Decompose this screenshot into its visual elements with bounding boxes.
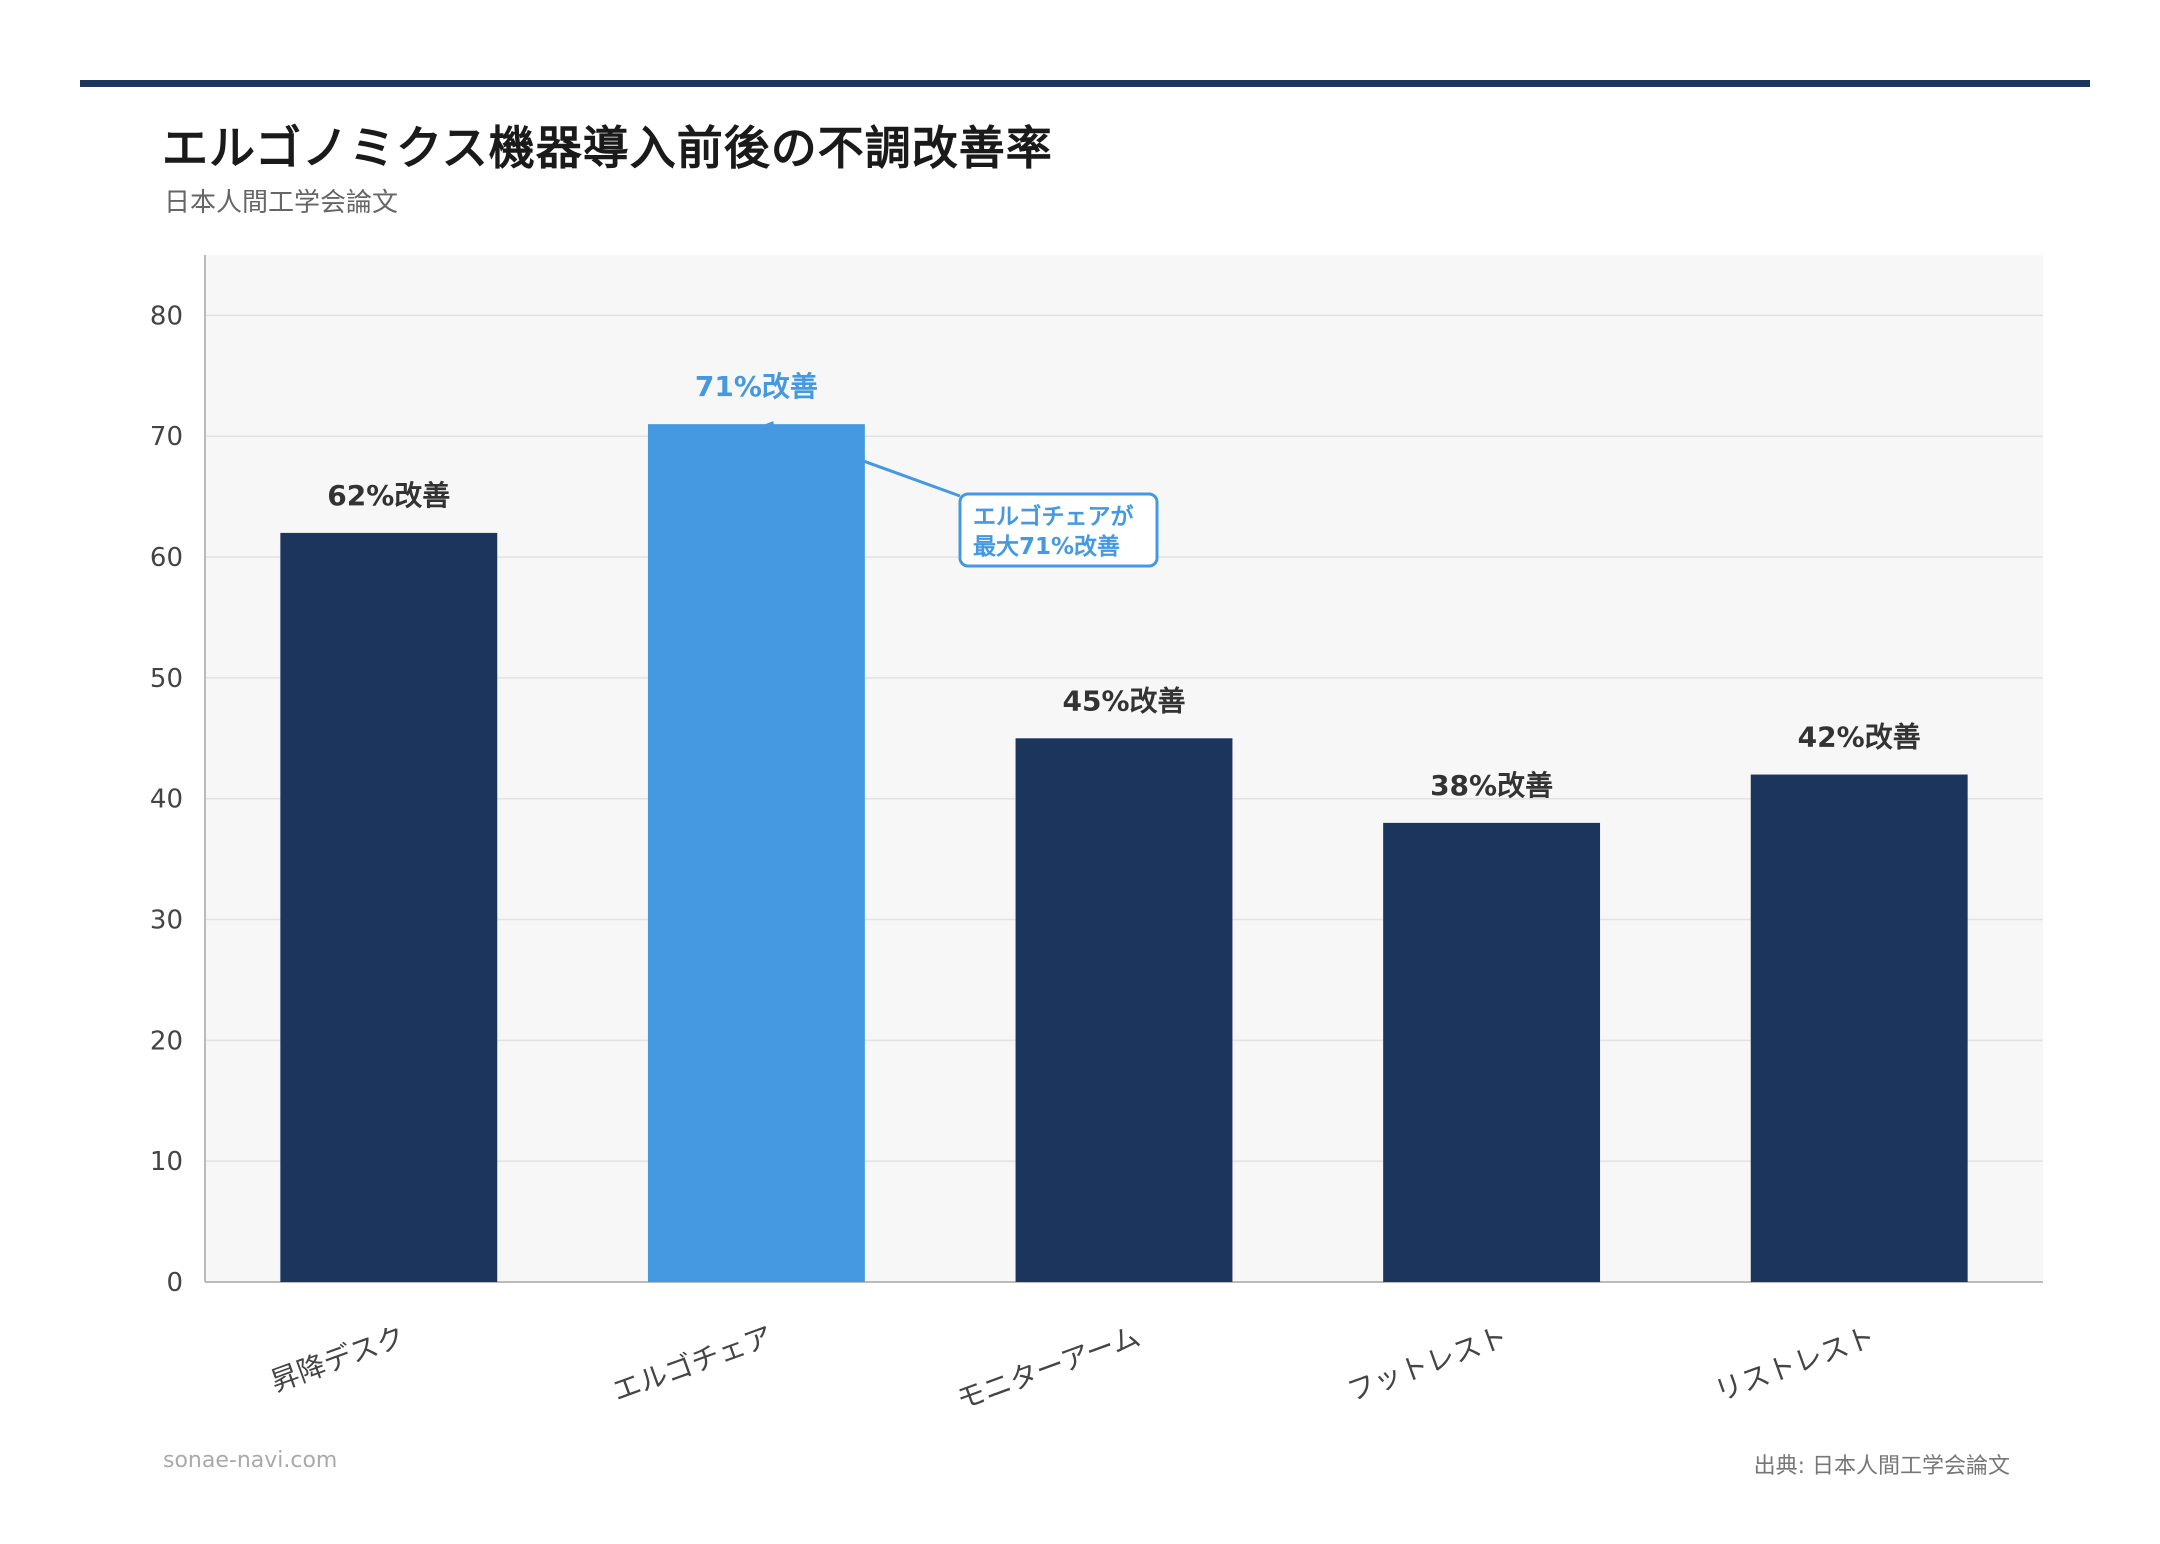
source-prefix: 出典: xyxy=(1753,1454,1812,1479)
bar xyxy=(280,532,498,1282)
header-accent-rule xyxy=(80,80,2090,87)
source-credit: 出典: 日本人間工学会論文 xyxy=(1754,1448,2010,1480)
data-label: 38%改善 xyxy=(1430,769,1553,802)
x-category-label: フットレスト xyxy=(1343,1320,1512,1408)
annotation-arrowhead xyxy=(755,421,776,433)
y-tick-label: 80 xyxy=(150,301,183,331)
y-tick-label: 70 xyxy=(150,422,183,452)
bar xyxy=(647,424,865,1282)
chart-subtitle: 日本人間工学会論文 xyxy=(164,188,399,218)
annotation-box xyxy=(958,492,1159,568)
bar xyxy=(1383,822,1601,1282)
y-tick-label: 60 xyxy=(150,543,183,573)
bar xyxy=(1750,774,1968,1282)
y-tick-label: 0 xyxy=(166,1268,183,1298)
data-label: 62%改善 xyxy=(327,479,450,512)
x-category-label: 昇降デスク xyxy=(266,1320,409,1399)
y-tick-label: 40 xyxy=(150,785,183,815)
y-tick-label: 30 xyxy=(150,906,183,936)
data-label: 45%改善 xyxy=(1062,684,1185,717)
data-label: 42%改善 xyxy=(1798,721,1921,754)
site-credit: sonae-navi.com xyxy=(163,1448,338,1473)
bar xyxy=(1015,738,1233,1282)
y-tick-label: 50 xyxy=(150,664,183,694)
annotation-text: 最大71%改善 xyxy=(973,533,1120,560)
x-category-label: モニターアーム xyxy=(952,1320,1144,1417)
annotation-leader-line xyxy=(766,424,961,498)
data-label: 71%改善 xyxy=(695,370,818,403)
annotation-text: エルゴチェアが xyxy=(973,503,1134,530)
y-tick-label: 20 xyxy=(150,1026,183,1056)
y-tick-label: 10 xyxy=(150,1147,183,1177)
chart-title: エルゴノミクス機器導入前後の不調改善率 xyxy=(162,121,1053,175)
x-category-label: リストレスト xyxy=(1710,1320,1879,1408)
x-category-label: エルゴチェア xyxy=(608,1320,777,1408)
source-name: 日本人間工学会論文 xyxy=(1811,1454,2010,1479)
